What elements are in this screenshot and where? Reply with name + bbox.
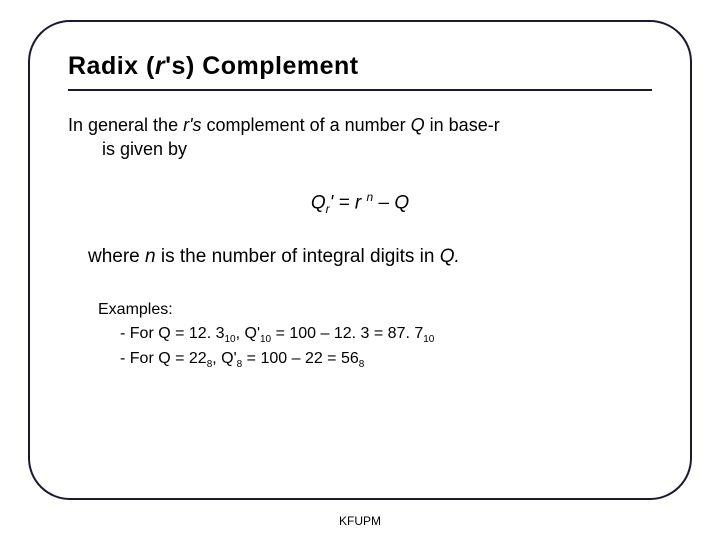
formula-mid2: – (373, 192, 394, 213)
intro-3: in base-r (425, 115, 500, 135)
example-2: - For Q = 228, Q'8 = 100 – 22 = 568 (98, 347, 652, 372)
where-line: where n is the number of integral digits… (68, 246, 652, 268)
ex1-a: - For Q = 12. 3 (120, 325, 224, 342)
ex2-b: , Q' (212, 350, 236, 367)
ex1-c: = 100 – 12. 3 = 87. 7 (271, 325, 423, 342)
intro-2: complement of a number (202, 115, 411, 135)
slide-title: Radix (r's) Complement (68, 52, 652, 91)
ex2-sub3: 8 (359, 359, 365, 370)
slide-frame: Radix (r's) Complement In general the r'… (28, 20, 692, 500)
where-n: n (145, 246, 156, 267)
intro-paragraph: In general the r's complement of a numbe… (68, 113, 652, 162)
formula-Q2: Q (394, 192, 409, 213)
where-1: where (88, 246, 145, 267)
ex2-c: = 100 – 22 = 56 (242, 350, 359, 367)
formula-Q: Q (311, 192, 326, 213)
ex2-a: - For Q = 22 (120, 350, 207, 367)
formula-mid1: ' = (330, 192, 355, 213)
title-text-post: 's) Complement (165, 52, 359, 80)
intro-1: In general the (68, 115, 183, 135)
intro-ital: r's (183, 115, 201, 135)
ex1-sub2: 10 (260, 334, 271, 345)
where-Q: Q. (440, 246, 460, 267)
where-2: is the number of integral digits in (156, 246, 440, 267)
examples-block: Examples: - For Q = 12. 310, Q'10 = 100 … (68, 298, 652, 372)
formula: Qr' = r n – Q (68, 190, 652, 216)
title-text-pre: Radix ( (68, 52, 155, 80)
footer-text: KFUPM (0, 514, 720, 528)
intro-Q: Q (411, 115, 425, 135)
ex1-sub3: 10 (423, 334, 434, 345)
title-text-ital: r (155, 52, 165, 80)
ex1-sub1: 10 (224, 334, 235, 345)
examples-heading: Examples: (98, 298, 652, 322)
ex1-b: , Q' (236, 325, 260, 342)
example-1: - For Q = 12. 310, Q'10 = 100 – 12. 3 = … (98, 322, 652, 347)
intro-line2: is given by (68, 139, 187, 159)
